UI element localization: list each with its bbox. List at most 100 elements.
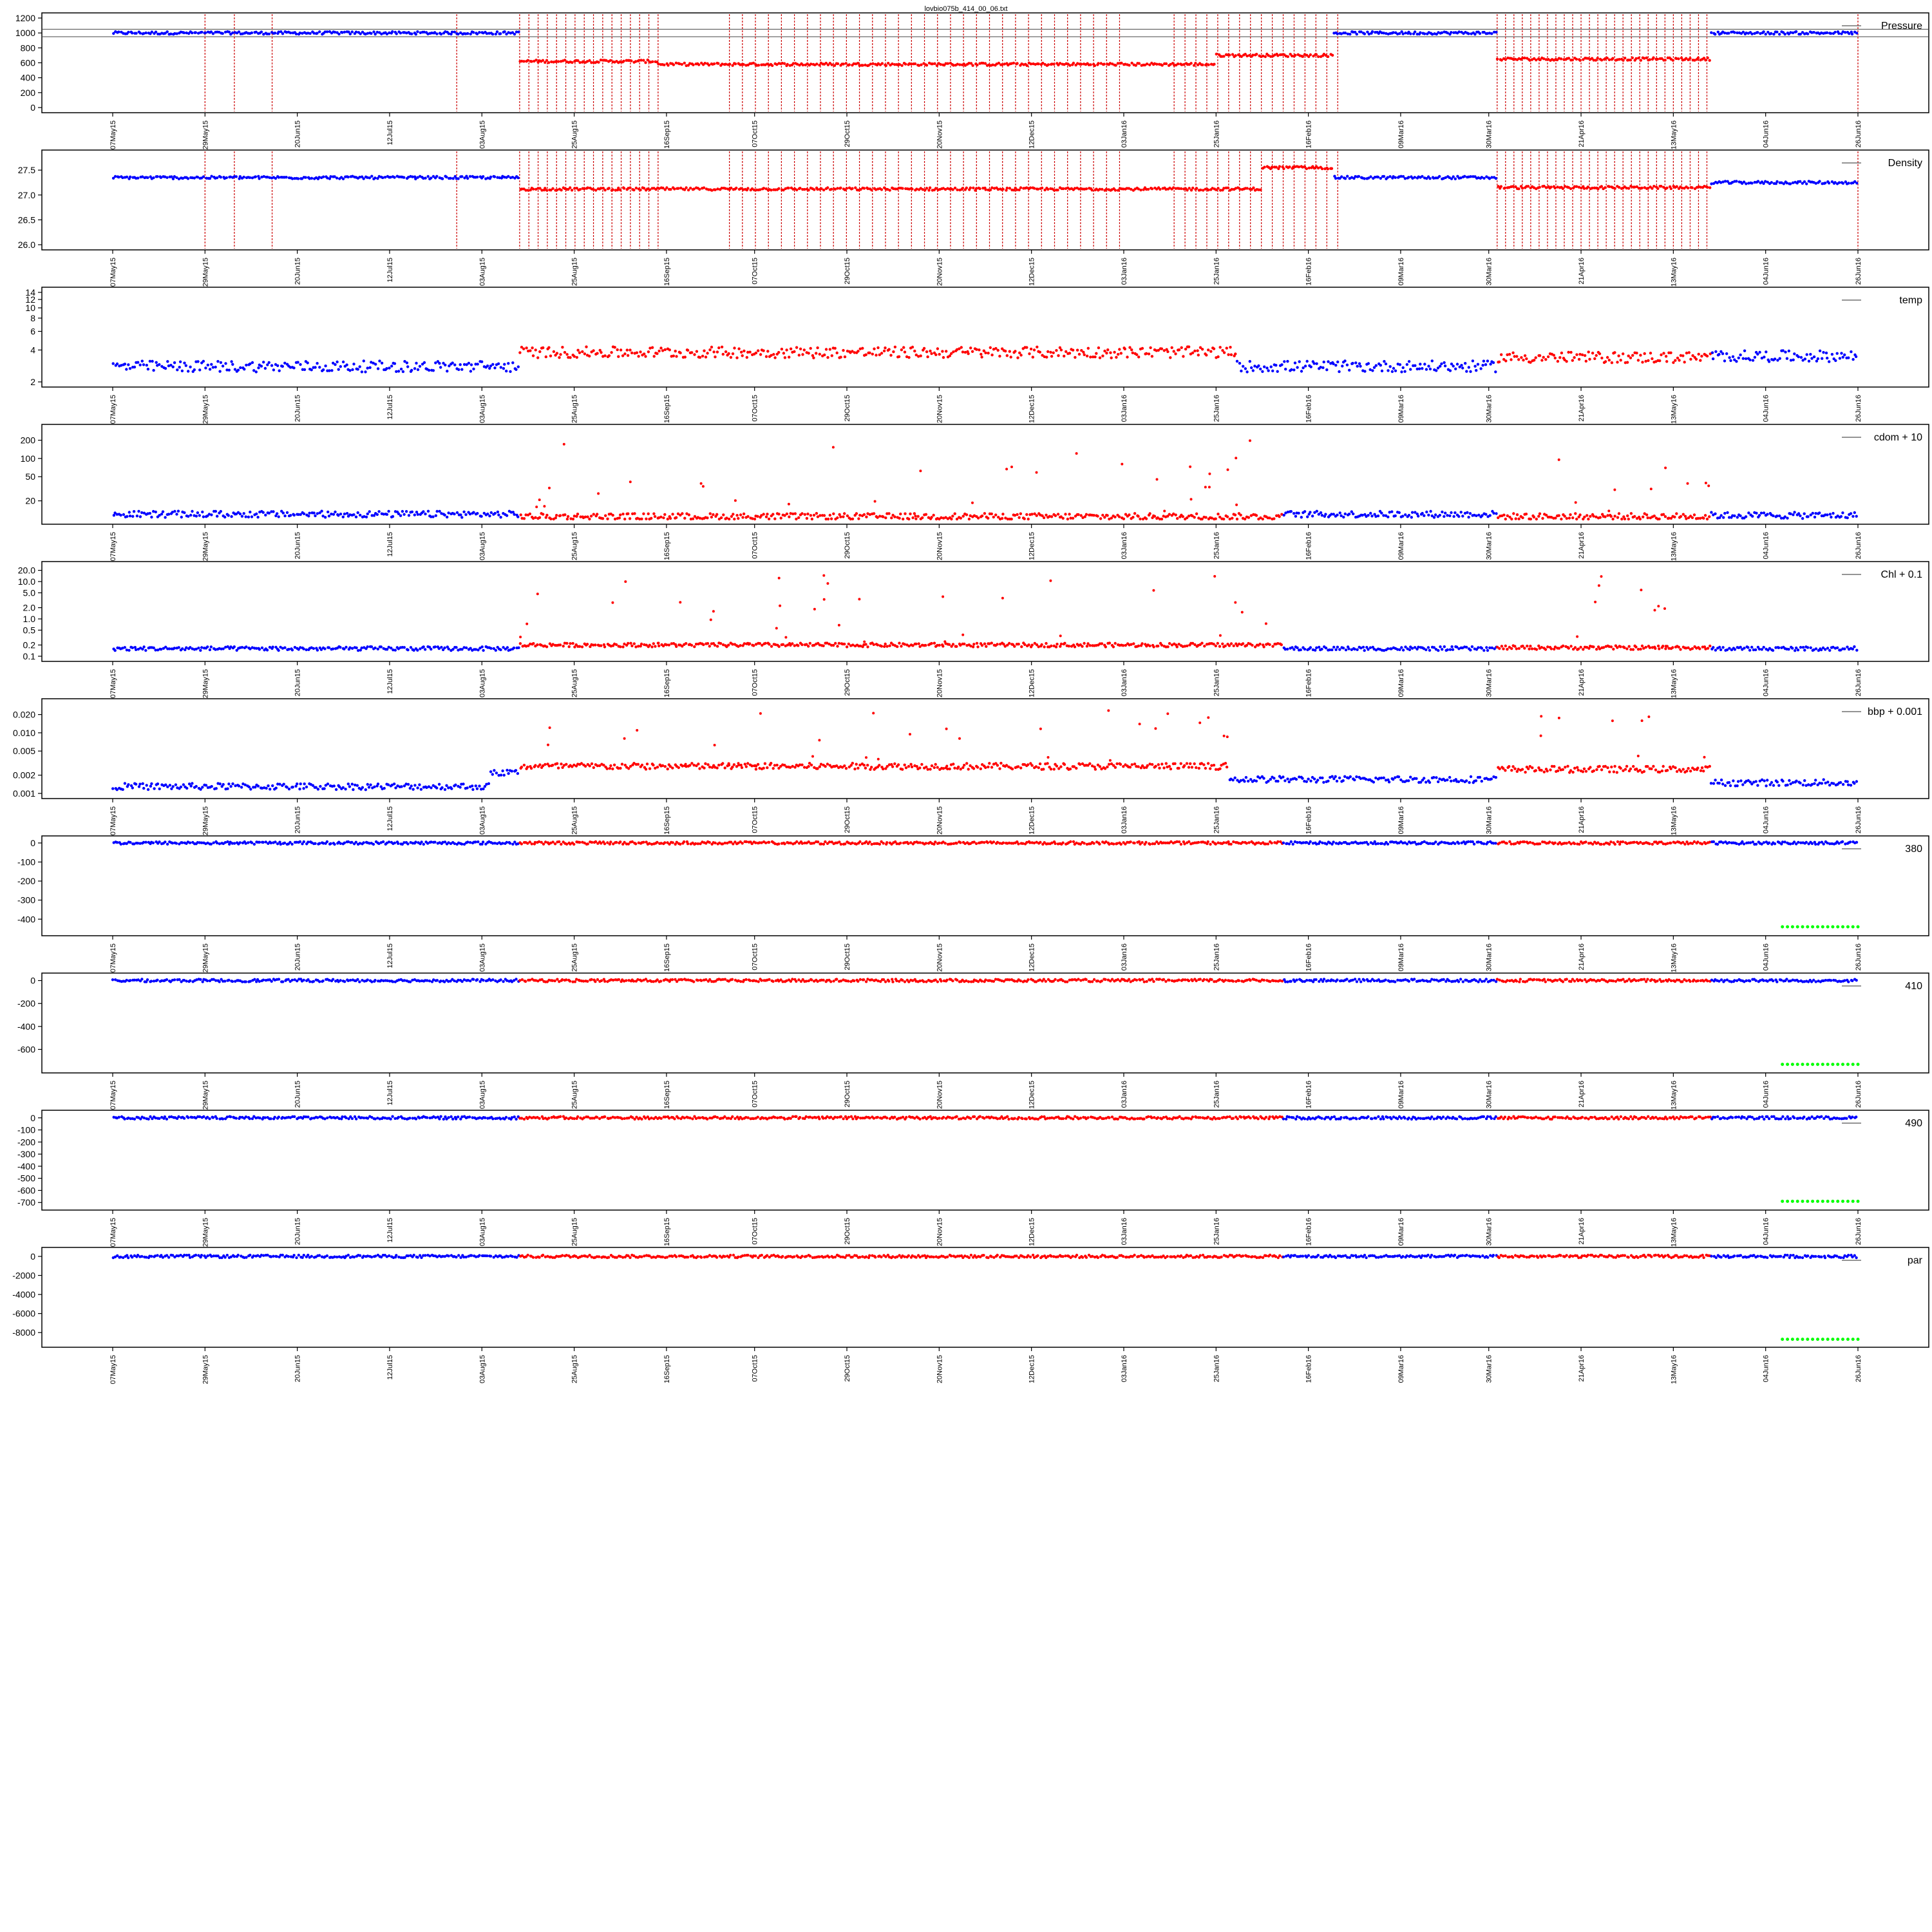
point-3-1-36 xyxy=(588,517,591,521)
point-4-3-34 xyxy=(1561,644,1565,648)
point-4-2-60 xyxy=(1398,648,1401,651)
point-1-1-241 xyxy=(984,188,987,191)
point-3-0-162 xyxy=(424,512,427,516)
point-3-1-208 xyxy=(921,516,924,520)
point-1-0-75 xyxy=(257,175,260,178)
xtick-label-2-1: 29May15 xyxy=(202,395,209,424)
point-2-1-95 xyxy=(703,349,706,352)
point-3-2-31 xyxy=(1342,515,1345,519)
point-3-1-364 xyxy=(1222,517,1226,521)
point-0-2-24 xyxy=(703,62,706,65)
point-2-0-124 xyxy=(351,368,354,372)
outlier-3-1-27 xyxy=(873,500,876,503)
point-2-1-62 xyxy=(639,350,642,354)
point-1-0-77 xyxy=(260,175,263,179)
point-2-1-41 xyxy=(598,348,601,352)
point-4-1-69 xyxy=(652,642,655,645)
point-2-1-2 xyxy=(522,347,526,350)
point-2-0-14 xyxy=(138,363,142,366)
point-2-0-114 xyxy=(332,361,335,365)
point-2-1-116 xyxy=(743,349,746,353)
point-3-1-10 xyxy=(538,516,542,519)
point-1-1-29 xyxy=(575,187,578,190)
point-4-1-303 xyxy=(1104,645,1108,649)
point-1-0-81 xyxy=(268,176,271,179)
point-3-0-47 xyxy=(202,515,205,518)
point-3-1-235 xyxy=(972,514,976,517)
point-0-2-199 xyxy=(1041,61,1045,65)
point-0-2-183 xyxy=(1010,62,1013,65)
point-0-2-131 xyxy=(909,62,913,66)
point-0-5-51 xyxy=(1594,59,1598,62)
point-4-0-10 xyxy=(131,646,134,649)
point-3-3-41 xyxy=(1575,517,1578,521)
point-0-6-64 xyxy=(1833,30,1837,34)
point-0-0-172 xyxy=(444,30,447,33)
point-3-1-40 xyxy=(596,513,599,516)
point-2-0-57 xyxy=(221,365,225,368)
point-0-0-136 xyxy=(374,32,377,36)
point-0-4-73 xyxy=(1473,33,1477,36)
legend-label-2: temp xyxy=(1899,295,1922,306)
point-2-3-94 xyxy=(1678,359,1681,362)
point-3-2-92 xyxy=(1459,511,1463,514)
point-3-3-56 xyxy=(1604,515,1607,518)
point-1-1-169 xyxy=(845,187,849,190)
point-0-2-99 xyxy=(848,63,851,66)
point-2-1-335 xyxy=(1166,350,1170,354)
point-2-3-101 xyxy=(1691,354,1694,357)
point-2-3-65 xyxy=(1622,352,1625,355)
point-3-4-47 xyxy=(1801,516,1804,520)
ytick-label-0-1: 200 xyxy=(21,88,36,98)
point-2-2-123 xyxy=(1473,365,1477,368)
point-4-3-59 xyxy=(1609,645,1613,649)
point-2-1-309 xyxy=(1117,353,1120,356)
point-3-2-97 xyxy=(1468,512,1472,515)
point-1-4-72 xyxy=(1635,185,1638,189)
xtick-label-2-18: 04Jun16 xyxy=(1763,395,1770,422)
point-3-1-102 xyxy=(715,513,719,516)
point-4-0-38 xyxy=(185,646,188,649)
point-4-2-37 xyxy=(1353,647,1356,651)
point-4-0-17 xyxy=(144,649,147,652)
point-2-1-274 xyxy=(1049,350,1052,354)
point-2-2-81 xyxy=(1392,366,1396,370)
point-4-2-14 xyxy=(1309,646,1312,649)
point-4-1-332 xyxy=(1160,643,1164,647)
point-2-4-64 xyxy=(1834,359,1837,363)
point-0-3-38 xyxy=(1289,53,1292,56)
point-3-1-68 xyxy=(650,516,653,520)
point-2-4-51 xyxy=(1809,353,1812,356)
point-2-4-49 xyxy=(1805,353,1808,356)
point-4-1-293 xyxy=(1085,645,1089,648)
point-3-4-27 xyxy=(1762,511,1766,515)
point-1-1-19 xyxy=(555,188,559,192)
point-3-2-46 xyxy=(1370,515,1374,518)
point-1-3-52 xyxy=(1432,176,1435,180)
point-2-2-79 xyxy=(1388,365,1392,368)
point-1-1-257 xyxy=(1015,188,1019,191)
point-3-3-61 xyxy=(1613,515,1616,518)
xtick-label-4-19: 26Jun16 xyxy=(1855,669,1862,696)
point-3-2-79 xyxy=(1434,513,1437,516)
point-2-4-45 xyxy=(1797,355,1800,359)
point-3-0-131 xyxy=(365,515,368,518)
point-2-0-144 xyxy=(390,365,393,368)
point-0-2-26 xyxy=(707,64,711,67)
point-0-0-161 xyxy=(422,30,426,33)
point-2-1-144 xyxy=(797,354,801,357)
point-2-4-4 xyxy=(1718,353,1721,356)
point-3-0-185 xyxy=(468,513,472,516)
ytick-label-2-6: 14 xyxy=(25,287,35,298)
point-2-0-82 xyxy=(270,364,274,367)
point-3-1-23 xyxy=(564,513,567,516)
point-0-6-22 xyxy=(1753,32,1756,35)
point-3-0-32 xyxy=(173,509,176,513)
xtick-label-2-19: 26Jun16 xyxy=(1855,395,1862,422)
point-0-6-18 xyxy=(1745,32,1748,35)
point-1-5-75 xyxy=(1855,182,1859,185)
point-1-1-289 xyxy=(1077,187,1081,191)
point-0-4-61 xyxy=(1450,31,1453,34)
xtick-label-3-11: 03Jan16 xyxy=(1121,532,1128,559)
point-0-1-2 xyxy=(522,60,526,63)
